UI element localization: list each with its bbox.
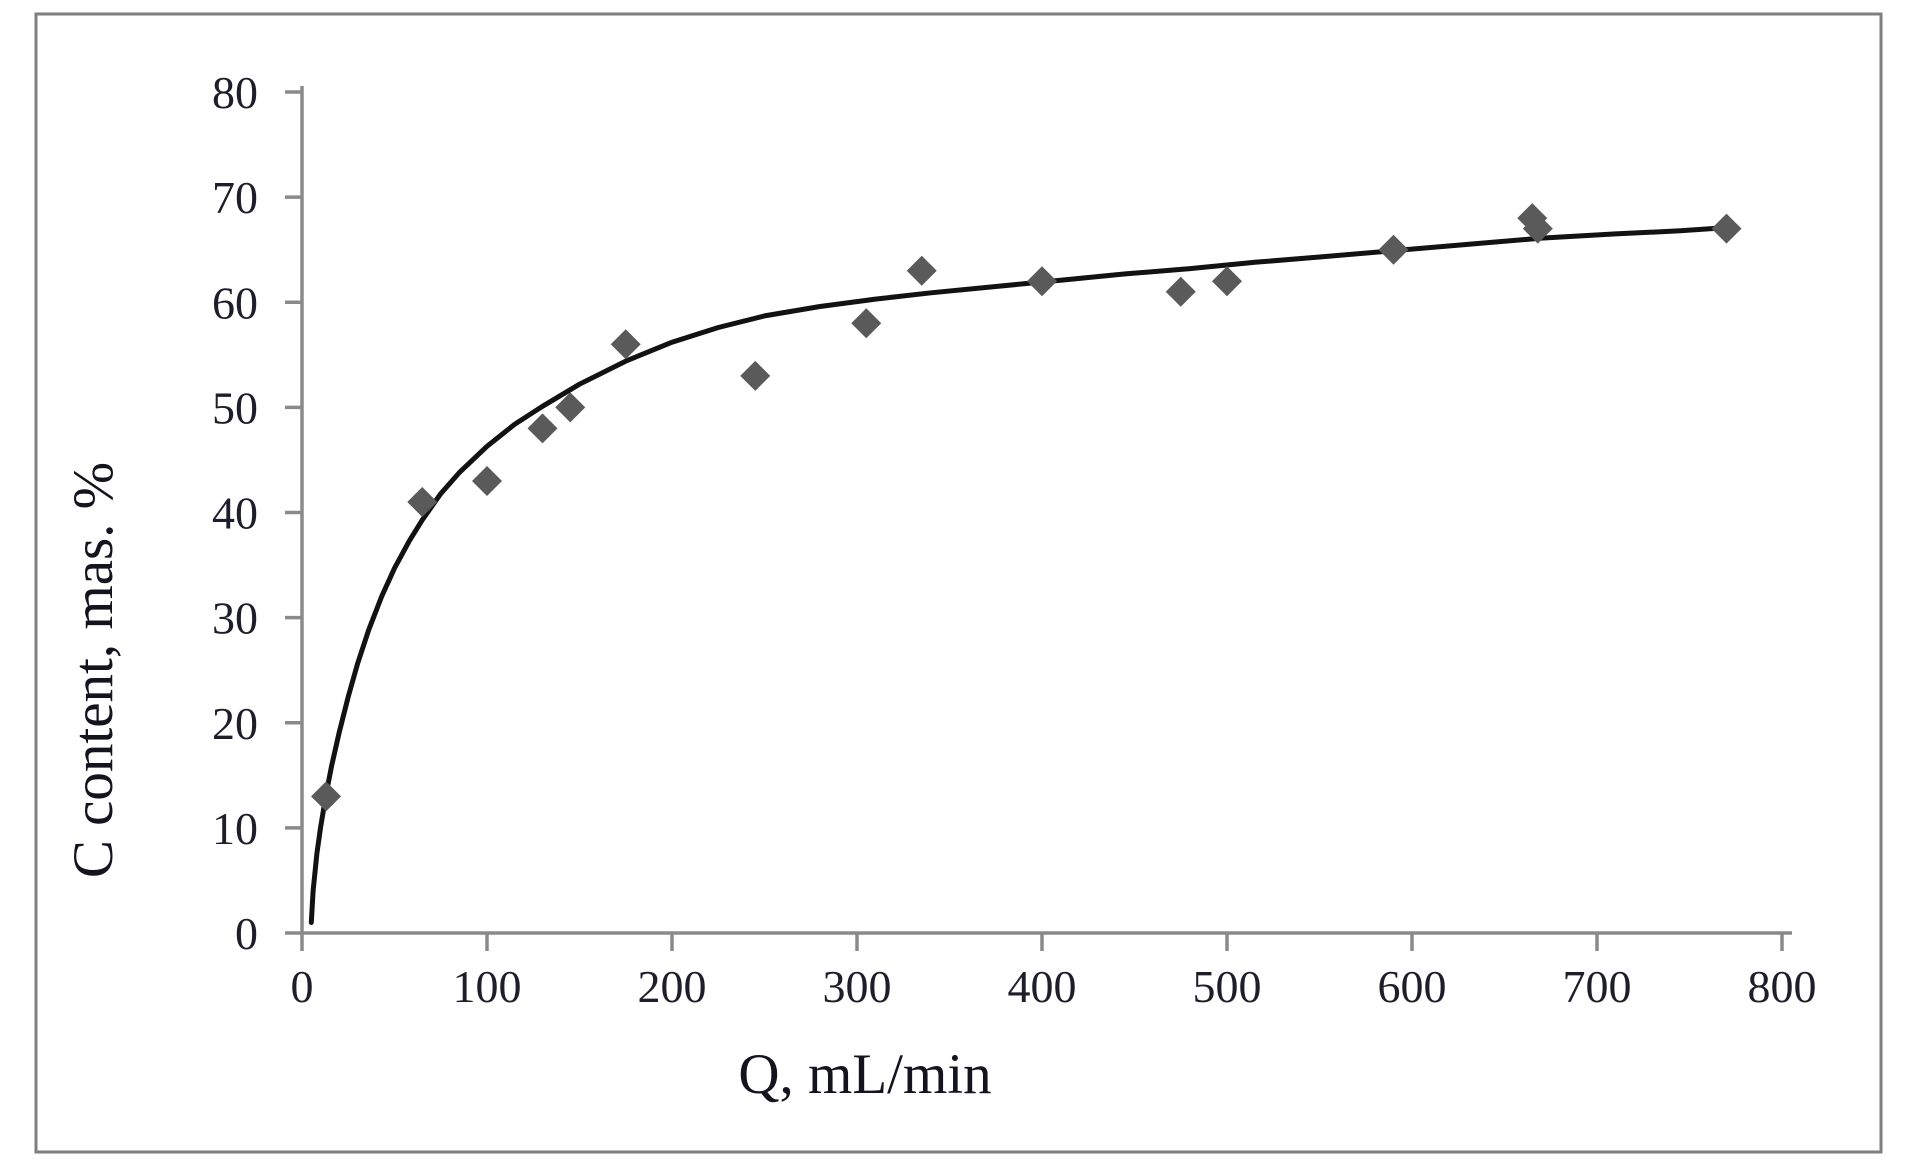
x-tick-label: 100 bbox=[453, 961, 522, 1012]
data-point-diamond bbox=[851, 308, 882, 339]
data-point-diamond bbox=[1711, 213, 1742, 244]
y-axis-ticks bbox=[285, 90, 303, 935]
x-tick-label: 400 bbox=[1008, 961, 1077, 1012]
data-point-diamond bbox=[1027, 266, 1057, 297]
data-point-diamond bbox=[527, 413, 558, 444]
data-point-diamond bbox=[1378, 234, 1409, 265]
y-axis-tick-labels: 0 10 20 30 40 50 60 70 80 bbox=[212, 67, 258, 959]
x-axis-ticks bbox=[300, 932, 1784, 951]
y-tick-label: 0 bbox=[235, 908, 258, 959]
y-tick-label: 60 bbox=[212, 277, 258, 328]
x-tick-label: 600 bbox=[1378, 961, 1447, 1012]
x-tick-label: 300 bbox=[823, 961, 892, 1012]
y-tick-label: 30 bbox=[212, 593, 258, 644]
x-tick-label: 500 bbox=[1193, 961, 1262, 1012]
data-point-diamond bbox=[472, 465, 502, 496]
x-tick-label: 200 bbox=[638, 961, 707, 1012]
figure-border bbox=[34, 12, 1883, 1154]
data-point-diamond bbox=[407, 486, 438, 517]
data-point-diamond bbox=[610, 329, 641, 360]
data-point-diamond bbox=[555, 392, 586, 423]
data-point-diamond bbox=[1165, 276, 1196, 307]
scatter-points bbox=[311, 203, 1742, 812]
x-tick-label: 800 bbox=[1748, 961, 1817, 1012]
x-tick-label: 700 bbox=[1563, 961, 1632, 1012]
x-axis-tick-labels: 0 100 200 300 400 500 600 700 800 bbox=[291, 961, 1817, 1012]
fit-curve-line bbox=[308, 225, 1729, 925]
data-point-diamond bbox=[311, 781, 342, 812]
x-tick-label: 0 bbox=[291, 961, 314, 1012]
y-axis-title: C content, mas. % bbox=[62, 462, 125, 878]
y-tick-label: 80 bbox=[212, 67, 258, 118]
x-axis-title: Q, mL/min bbox=[738, 1043, 991, 1106]
y-tick-label: 50 bbox=[212, 382, 258, 433]
y-tick-label: 10 bbox=[212, 803, 258, 854]
data-point-diamond bbox=[906, 255, 937, 286]
data-point-diamond bbox=[1522, 213, 1553, 244]
data-point-diamond bbox=[740, 360, 771, 391]
y-tick-label: 70 bbox=[212, 172, 258, 223]
y-tick-label: 20 bbox=[212, 698, 258, 749]
y-tick-label: 40 bbox=[212, 488, 258, 539]
data-point-diamond bbox=[1212, 266, 1242, 297]
